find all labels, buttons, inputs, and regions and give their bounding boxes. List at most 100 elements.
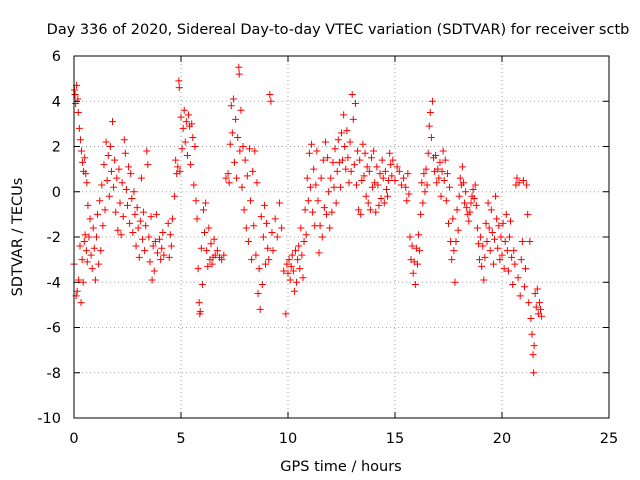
data-point <box>380 199 388 207</box>
data-point <box>105 192 113 200</box>
data-point <box>305 149 313 157</box>
data-point <box>454 226 462 234</box>
data-point <box>518 238 526 246</box>
data-point <box>222 174 230 182</box>
data-point <box>328 208 336 216</box>
data-point <box>531 290 539 298</box>
data-point <box>107 167 115 175</box>
data-point <box>213 247 221 255</box>
data-point <box>192 197 200 205</box>
data-point <box>325 188 333 196</box>
y-tick-label: 0 <box>52 185 61 201</box>
data-point <box>400 174 408 182</box>
data-point <box>473 224 481 232</box>
y-axis-label: SDTVAR / TECUs <box>10 178 26 297</box>
x-tick-label: 15 <box>386 431 404 447</box>
data-point <box>183 152 191 160</box>
data-point <box>287 262 295 270</box>
data-point <box>77 147 85 155</box>
x-tick-label: 20 <box>493 431 511 447</box>
data-point <box>132 242 140 250</box>
data-point <box>376 170 384 178</box>
data-point <box>348 90 356 98</box>
data-point <box>516 292 524 300</box>
data-point <box>296 265 304 273</box>
data-point <box>241 156 249 164</box>
data-point <box>317 174 325 182</box>
data-point <box>385 176 393 184</box>
data-point <box>189 133 197 141</box>
data-point <box>150 267 158 275</box>
data-point <box>482 219 490 227</box>
data-point <box>151 238 159 246</box>
y-tick-label: -8 <box>47 366 61 382</box>
data-point <box>79 158 87 166</box>
data-point <box>196 308 204 316</box>
data-point <box>87 251 95 259</box>
data-point <box>203 247 211 255</box>
data-point <box>293 278 301 286</box>
data-point <box>503 247 511 255</box>
data-point <box>316 222 324 230</box>
data-point <box>426 109 434 117</box>
data-point <box>387 161 395 169</box>
data-point <box>134 224 142 232</box>
data-point <box>308 140 316 148</box>
data-point <box>379 174 387 182</box>
data-point <box>312 181 320 189</box>
data-point <box>535 299 543 307</box>
data-point <box>532 303 540 311</box>
data-point <box>442 197 450 205</box>
data-point <box>364 199 372 207</box>
data-point <box>530 369 538 377</box>
data-point <box>89 224 97 232</box>
data-point <box>329 158 337 166</box>
data-point <box>511 260 519 268</box>
data-point <box>406 233 414 241</box>
data-point <box>361 149 369 157</box>
data-point <box>484 199 492 207</box>
data-point <box>304 197 312 205</box>
data-point <box>240 206 248 214</box>
data-point <box>467 199 475 207</box>
data-point <box>537 305 545 313</box>
data-point <box>315 249 323 257</box>
data-point <box>166 231 174 239</box>
data-point <box>280 267 288 275</box>
data-point <box>83 179 91 187</box>
data-point <box>418 179 426 187</box>
data-point <box>463 204 471 212</box>
data-point <box>300 238 308 246</box>
data-point <box>157 256 165 264</box>
data-point <box>243 172 251 180</box>
data-point <box>526 238 534 246</box>
data-point <box>439 147 447 155</box>
data-point <box>244 238 252 246</box>
data-point <box>146 258 154 266</box>
data-point <box>237 106 245 114</box>
data-point <box>142 222 150 230</box>
data-point <box>252 251 260 259</box>
data-point <box>339 156 347 164</box>
data-point <box>437 192 445 200</box>
data-point <box>411 281 419 289</box>
data-point <box>527 314 535 322</box>
data-point <box>273 233 281 241</box>
data-point <box>522 265 530 273</box>
data-point <box>290 287 298 295</box>
data-point <box>345 179 353 187</box>
data-point <box>129 228 137 236</box>
data-point <box>320 204 328 212</box>
data-point <box>435 174 443 182</box>
data-point <box>124 201 131 209</box>
data-point <box>268 228 276 236</box>
data-point <box>289 267 297 275</box>
data-point <box>330 183 338 191</box>
data-point <box>453 206 461 214</box>
data-point <box>486 247 494 255</box>
data-point <box>85 233 93 241</box>
data-point <box>234 133 242 141</box>
data-point <box>356 156 364 164</box>
data-point <box>505 233 513 241</box>
data-point <box>126 219 134 227</box>
